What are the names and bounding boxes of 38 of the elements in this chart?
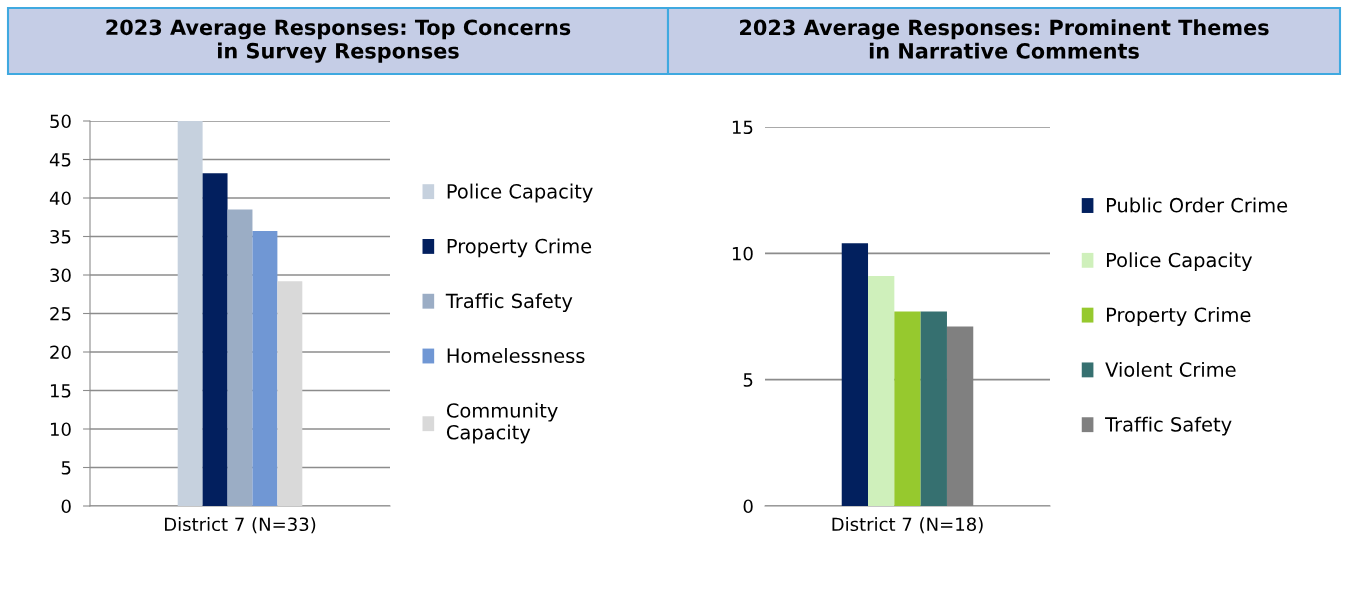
legend-label: Traffic Safety: [1105, 416, 1232, 436]
legend-label: Property Crime: [1106, 307, 1251, 326]
y-tick-label: 5: [743, 373, 753, 387]
chart-title: 2023 Average Responses: Prominent Themes in Narrative Comments: [740, 19, 1269, 59]
x-tick-label: District 7 (N=33): [165, 517, 316, 534]
legend-label: Homelessness: [447, 347, 585, 364]
y-tick-label: 40: [49, 191, 71, 206]
y-tick-label: 10: [732, 246, 753, 261]
bar: [177, 121, 203, 506]
bar: [252, 231, 278, 506]
legend-label: Public Order Crime: [1106, 197, 1288, 213]
y-tick-label: 25: [50, 306, 71, 321]
y-tick-label: 15: [732, 120, 753, 135]
bar: [277, 281, 303, 506]
y-tick-label: 20: [50, 345, 71, 360]
legend-label: Violent Crime: [1105, 361, 1236, 377]
y-tick-label: 15: [50, 384, 71, 398]
y-tick-label: 10: [50, 422, 71, 437]
y-tick-label: 35: [50, 229, 71, 244]
y-tick-label: 45: [49, 153, 71, 167]
legend-label: Property Crime: [447, 238, 592, 258]
legend-label: Community Capacity: [446, 402, 558, 444]
legend-label: Traffic Safety: [445, 293, 573, 313]
y-tick-label: 30: [50, 268, 71, 283]
y-tick-label: 5: [61, 461, 71, 475]
legend-label: Police Capacity: [1106, 252, 1253, 272]
bar: [894, 311, 921, 506]
x-tick-label: District 7 (N=18): [832, 517, 983, 534]
bar: [202, 173, 228, 506]
y-tick-label: 0: [743, 499, 753, 514]
y-tick-label: 0: [61, 499, 71, 514]
text: 2023 Average Responses: Top Concerns in Survey Responses: [106, 19, 571, 63]
bar: [868, 276, 895, 506]
bar: [920, 311, 947, 506]
bar: [227, 209, 253, 506]
bar: [841, 243, 869, 506]
legend-label: Police Capacity: [447, 183, 593, 203]
y-tick-label: 50: [50, 114, 71, 129]
